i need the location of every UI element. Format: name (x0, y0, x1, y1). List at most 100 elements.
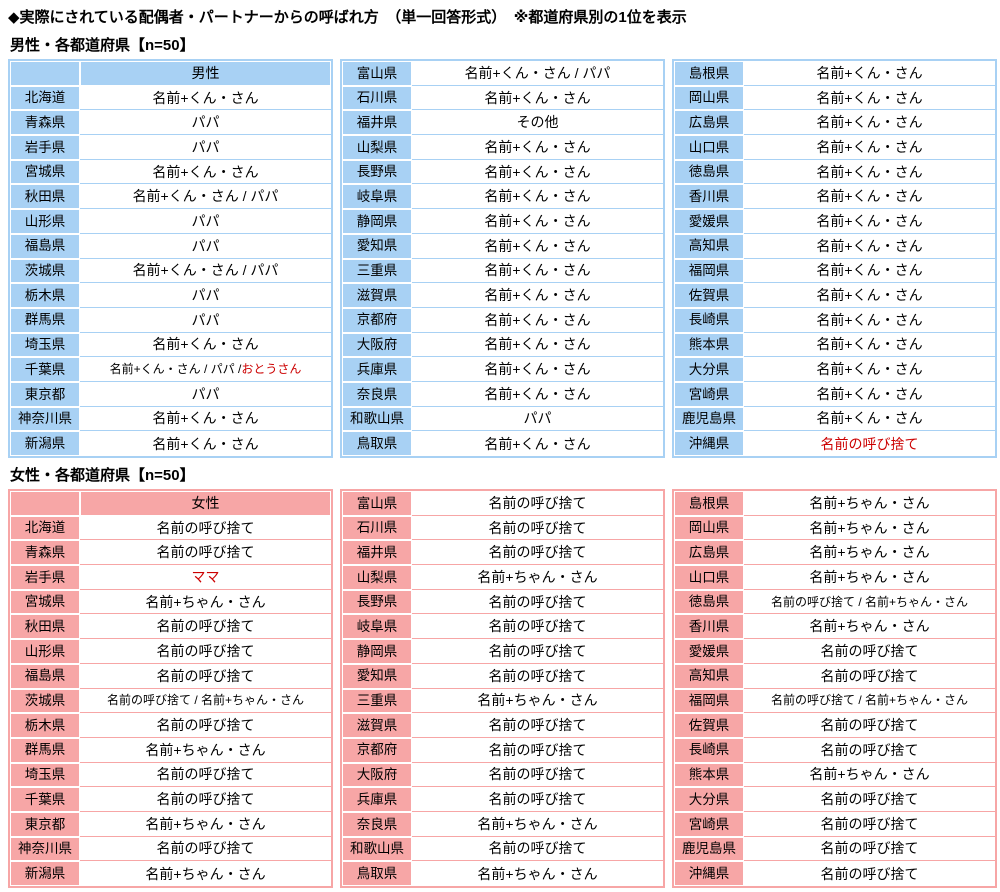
call-value-cell: ママ (80, 565, 331, 590)
column-header-cell: 女性 (80, 491, 331, 516)
call-value-cell: 名前の呼び捨て (412, 713, 663, 738)
call-value-cell: 名前+くん・さん (744, 258, 995, 284)
pref-name-cell: 島根県 (674, 491, 744, 516)
call-value-cell: 名前の呼び捨て (80, 639, 331, 664)
call-value-cell: その他 (412, 110, 663, 136)
pref-name-cell: 岐阜県 (342, 614, 412, 640)
call-value-cell: 名前の呼び捨て / 名前+ちゃん・さん (744, 688, 995, 714)
call-value-cell: 名前の呼び捨て (744, 431, 995, 456)
call-value-cell: 名前の呼び捨て (412, 663, 663, 689)
call-value-cell: 名前の呼び捨て (412, 639, 663, 664)
pref-name-cell: 山口県 (674, 565, 744, 590)
pref-name-cell: 沖縄県 (674, 861, 744, 886)
call-value-cell: パパ (80, 233, 331, 259)
pref-name-cell: 群馬県 (10, 737, 80, 763)
pref-name-cell: 埼玉県 (10, 332, 80, 358)
corner-cell (10, 491, 80, 516)
pref-name-cell: 愛知県 (342, 233, 412, 259)
pref-name-cell: 富山県 (342, 61, 412, 86)
call-value-cell: 名前+くん・さん (412, 233, 663, 259)
pref-name-cell: 熊本県 (674, 762, 744, 788)
call-value-cell: 名前+くん・さん (412, 307, 663, 333)
pref-name-cell: 岡山県 (674, 85, 744, 111)
call-value-cell: 名前+くん・さん (412, 258, 663, 284)
pref-name-cell: 鳥取県 (342, 431, 412, 456)
pref-name-cell: 岩手県 (10, 135, 80, 160)
call-value-cell: パパ (412, 406, 663, 432)
call-value-cell: 名前+くん・さん (80, 431, 331, 456)
call-value-cell: 名前の呼び捨て (412, 491, 663, 516)
call-value-cell: パパ (80, 135, 331, 160)
pref-name-cell: 宮城県 (10, 159, 80, 185)
pref-name-cell: 兵庫県 (342, 357, 412, 382)
pref-name-cell: 佐賀県 (674, 283, 744, 308)
pref-name-cell: 岡山県 (674, 515, 744, 541)
call-value-cell: 名前の呼び捨て (80, 836, 331, 862)
call-value-cell: 名前+くん・さん (744, 209, 995, 234)
pref-name-cell: 栃木県 (10, 713, 80, 738)
call-value-cell: 名前+くん・さん (744, 233, 995, 259)
call-value-cell: 名前+ちゃん・さん (744, 515, 995, 541)
pref-name-cell: 東京都 (10, 381, 80, 407)
pref-name-cell: 高知県 (674, 233, 744, 259)
pref-name-cell: 大阪府 (342, 332, 412, 358)
pref-name-cell: 千葉県 (10, 787, 80, 812)
pref-name-cell: 石川県 (342, 85, 412, 111)
call-value-cell: 名前+くん・さん / パパ (80, 258, 331, 284)
call-value-cell: 名前+くん・さん (412, 184, 663, 210)
pref-name-cell: 福岡県 (674, 688, 744, 714)
prefecture-table: 男性 北海道 名前+くん・さん 青森県 パパ 岩手県 パパ 宮城県 名前+くん・さん 秋田県 名前+… (8, 59, 333, 458)
call-value-cell: 名前+くん・さん (80, 406, 331, 432)
pref-name-cell: 山梨県 (342, 565, 412, 590)
highlighted-value-text: おとうさん (241, 362, 302, 377)
pref-name-cell: 愛知県 (342, 663, 412, 689)
section-female: 女性・各都道府県【n=50】 女性 北海道 名前の呼び捨て 青森県 名前の呼び捨て 岩手県… (8, 467, 997, 888)
section-label-female: 女性・各都道府県【n=50】 (10, 467, 195, 484)
pref-name-cell: 京都府 (342, 307, 412, 333)
call-value-cell: 名前の呼び捨て (412, 540, 663, 566)
pref-name-cell: 福井県 (342, 110, 412, 136)
call-value-cell: 名前+くん・さん (412, 135, 663, 160)
call-value-cell: 名前+ちゃん・さん (744, 540, 995, 566)
value-text: 名前+くん・さん / パパ / (109, 362, 242, 377)
call-value-cell: 名前の呼び捨て (744, 713, 995, 738)
call-value-cell: パパ (80, 381, 331, 407)
pref-name-cell: 群馬県 (10, 307, 80, 333)
pref-name-cell: 宮崎県 (674, 811, 744, 837)
call-value-cell: 名前+ちゃん・さん (80, 589, 331, 615)
pref-name-cell: 栃木県 (10, 283, 80, 308)
call-value-cell: 名前+ちゃん・さん (80, 811, 331, 837)
pref-name-cell: 宮城県 (10, 589, 80, 615)
pref-name-cell: 滋賀県 (342, 283, 412, 308)
pref-name-cell: 和歌山県 (342, 836, 412, 862)
prefecture-table: 富山県 名前の呼び捨て 石川県 名前の呼び捨て 福井県 名前の呼び捨て 山梨県 名前+ちゃん・… (340, 489, 665, 888)
male-tables-row: 男性 北海道 名前+くん・さん 青森県 パパ 岩手県 パパ 宮城県 名前+くん・さん 秋田県 名前+… (8, 59, 997, 458)
call-value-cell: 名前の呼び捨て (744, 861, 995, 886)
prefecture-table: 島根県 名前+ちゃん・さん 岡山県 名前+ちゃん・さん 広島県 名前+ちゃん・さん 山口県名… (672, 489, 997, 888)
call-value-cell: 名前の呼び捨て (744, 663, 995, 689)
call-value-cell: 名前+くん・さん (744, 357, 995, 382)
call-value-cell: 名前+くん・さん (744, 61, 995, 86)
pref-name-cell: 奈良県 (342, 381, 412, 407)
pref-name-cell: 東京都 (10, 811, 80, 837)
pref-name-cell: 神奈川県 (10, 406, 80, 432)
pref-name-cell: 福岡県 (674, 258, 744, 284)
pref-name-cell: 青森県 (10, 540, 80, 566)
column-header-cell: 男性 (80, 61, 331, 86)
call-value-cell: 名前の呼び捨て (80, 515, 331, 541)
call-value-cell: 名前の呼び捨て (80, 663, 331, 689)
pref-name-cell: 兵庫県 (342, 787, 412, 812)
call-value-cell: 名前の呼び捨て (80, 614, 331, 640)
pref-name-cell: 岐阜県 (342, 184, 412, 210)
pref-name-cell: 石川県 (342, 515, 412, 541)
prefecture-table: 島根県 名前+くん・さん 岡山県 名前+くん・さん 広島県 名前+くん・さん 山口県 名前+く… (672, 59, 997, 458)
pref-name-cell: 福島県 (10, 663, 80, 689)
call-value-cell: 名前+くん・さん (412, 357, 663, 382)
prefecture-table: 富山県 名前+くん・さん / パパ 石川県 名前+くん・さん 福井県 その他 山梨県 名前+く… (340, 59, 665, 458)
pref-name-cell: 福井県 (342, 540, 412, 566)
pref-name-cell: 鹿児島県 (674, 406, 744, 432)
pref-name-cell: 福島県 (10, 233, 80, 259)
pref-name-cell: 島根県 (674, 61, 744, 86)
call-value-cell: 名前+くん・さん (80, 332, 331, 358)
call-value-cell: 名前+くん・さん (744, 184, 995, 210)
